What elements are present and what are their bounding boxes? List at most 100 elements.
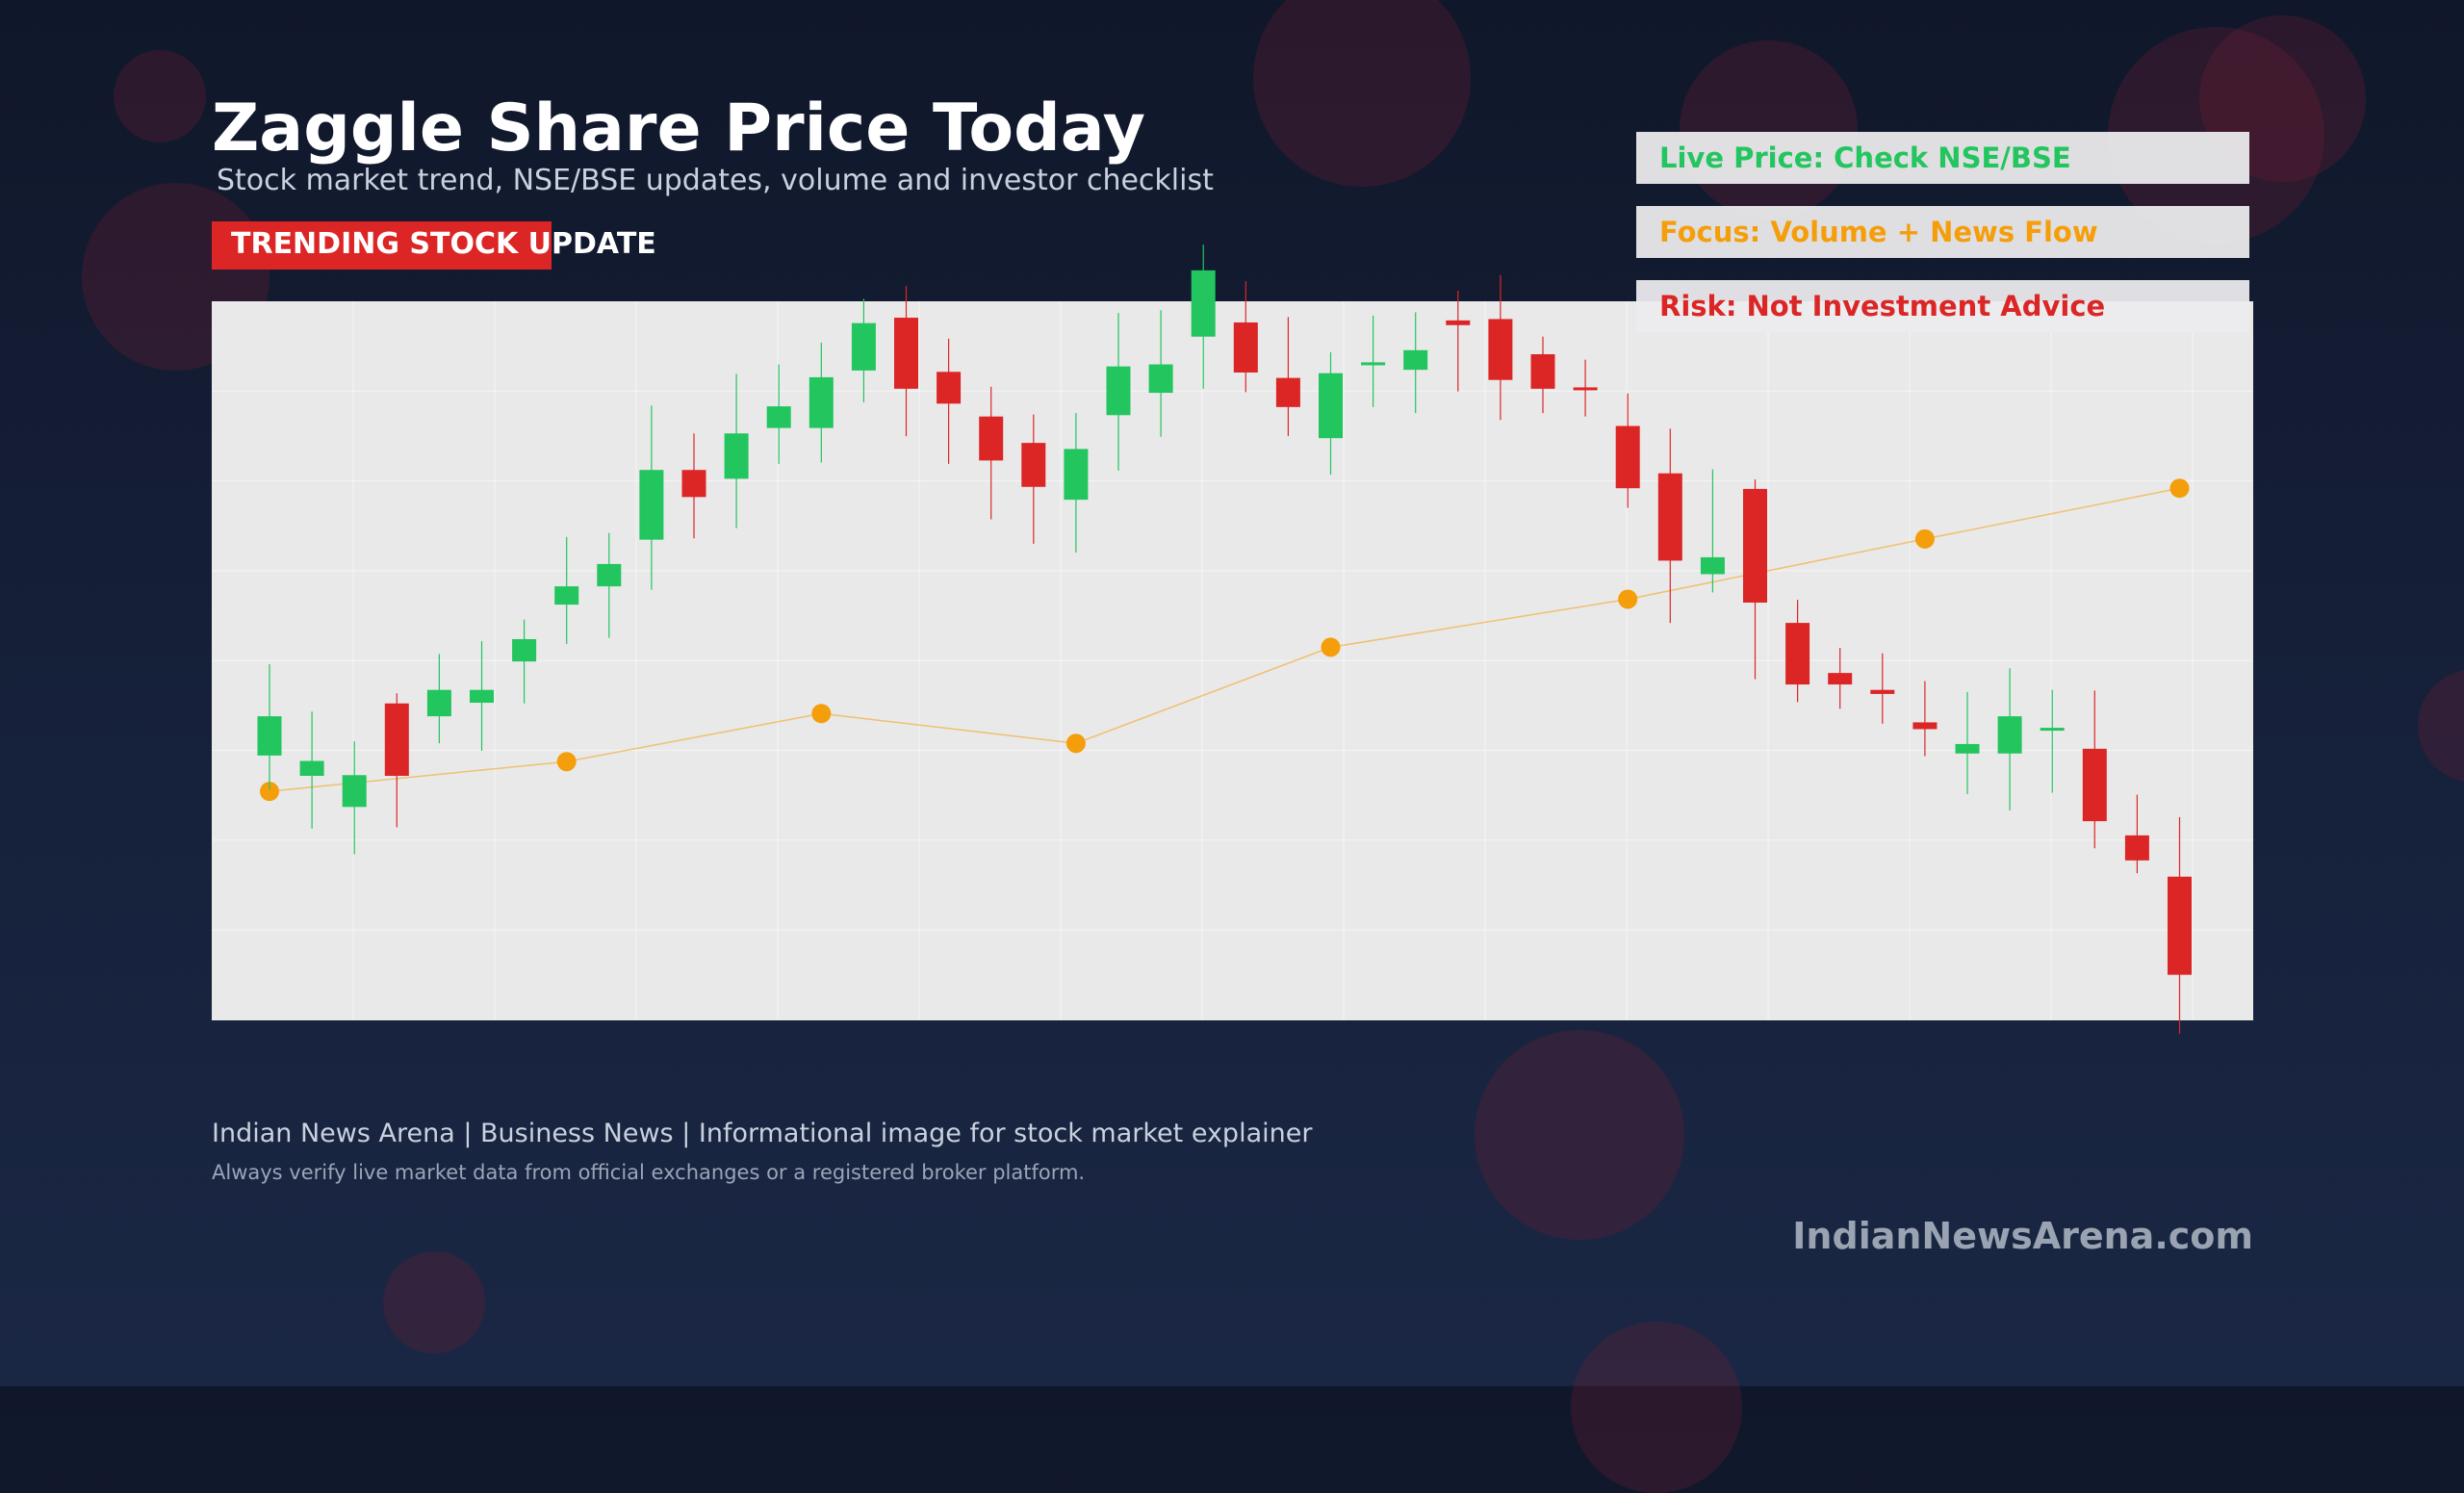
candle-body <box>2040 728 2065 732</box>
candle-body <box>1191 270 1216 337</box>
candle <box>2082 690 2107 849</box>
candle-body <box>1275 377 1300 407</box>
candles-layer <box>257 245 2192 1034</box>
candle <box>1997 668 2022 811</box>
candle-body <box>937 372 962 404</box>
candle-body <box>1233 322 1258 373</box>
trend-line-layer <box>260 478 2190 802</box>
candle-body <box>1615 425 1640 489</box>
candle <box>1573 359 1598 417</box>
candle-body <box>1403 349 1428 371</box>
candle <box>1530 336 1555 414</box>
page-title: Zaggle Share Price Today <box>212 90 1145 167</box>
candle <box>512 619 537 704</box>
candle-body <box>1785 623 1810 685</box>
candle <box>2124 794 2149 874</box>
decorative-bubble <box>1475 1030 1684 1240</box>
decorative-bubble <box>1680 40 1858 219</box>
candle <box>851 298 876 402</box>
candle-body <box>808 376 834 428</box>
candle <box>2168 816 2192 1034</box>
candle <box>1403 312 1428 414</box>
candle <box>724 373 749 528</box>
candle-body <box>1870 689 1895 694</box>
candle-body <box>1361 362 1386 366</box>
candle <box>470 641 494 751</box>
chart-grid <box>212 301 2253 1020</box>
candle <box>1106 313 1131 471</box>
trend-line <box>269 487 2180 792</box>
candle-body <box>2168 876 2192 975</box>
focus-box: Focus: Volume + News Flow <box>1636 206 2249 258</box>
candle <box>342 741 367 855</box>
decorative-bubble <box>114 50 206 142</box>
candle-body <box>1488 319 1513 380</box>
candle-body <box>681 470 706 498</box>
risk-box: Risk: Not Investment Advice <box>1636 280 2249 332</box>
footer-caption: Indian News Arena | Business News | Info… <box>212 1119 1313 1148</box>
candle-body <box>1997 716 2022 754</box>
candle <box>639 405 664 590</box>
candle-body <box>1064 449 1089 501</box>
trending-badge-label: TRENDING STOCK UPDATE <box>231 227 656 261</box>
candle <box>426 654 451 744</box>
decorative-bubble <box>1253 0 1471 187</box>
candle <box>1319 351 1343 476</box>
candle-body <box>2082 748 2107 822</box>
candle <box>1446 290 1471 392</box>
candle-body <box>851 322 876 371</box>
candle-body <box>512 638 537 662</box>
candle-body <box>597 563 622 587</box>
candle-body <box>894 318 918 389</box>
trend-marker <box>1618 589 1638 609</box>
trend-marker <box>1914 528 1935 549</box>
page-subtitle: Stock market trend, NSE/BSE updates, vol… <box>217 164 1214 197</box>
candle-body <box>1319 373 1343 439</box>
candle <box>1191 245 1216 389</box>
candle <box>808 343 834 463</box>
candle <box>1657 428 1682 624</box>
candle-body <box>1743 488 1767 604</box>
candle-body <box>1912 722 1938 730</box>
candle-body <box>1573 387 1598 391</box>
candle-body <box>1148 364 1173 394</box>
candle-body <box>1446 320 1471 325</box>
candle <box>1021 414 1046 544</box>
candle <box>1064 413 1089 553</box>
candle <box>937 338 962 464</box>
candle-body <box>426 689 451 717</box>
candle <box>1955 691 1980 794</box>
candle-body <box>257 716 282 756</box>
candlestick-chart <box>212 245 2253 1034</box>
candle <box>1488 274 1513 421</box>
trend-marker <box>1321 637 1341 657</box>
candle <box>1912 681 1938 757</box>
candle <box>299 711 324 829</box>
candle-body <box>2124 835 2149 861</box>
candle-body <box>299 760 324 776</box>
candle-body <box>342 775 367 808</box>
candle-body <box>1828 673 1853 685</box>
candle-body <box>1106 366 1131 416</box>
candle-body <box>979 416 1004 461</box>
trend-marker <box>811 704 832 724</box>
candle <box>384 693 409 828</box>
footer-disclaimer: Always verify live market data from offi… <box>212 1161 1086 1184</box>
candle-body <box>1530 354 1555 389</box>
candle <box>1615 393 1640 508</box>
candle <box>1275 317 1300 437</box>
candle <box>1743 479 1767 680</box>
candle <box>979 386 1004 520</box>
candle-body <box>1700 556 1725 575</box>
trend-marker <box>556 752 577 772</box>
candle <box>1828 648 1853 709</box>
candle <box>1785 600 1810 703</box>
candle <box>1233 281 1258 393</box>
candle-body <box>470 689 494 704</box>
candle-body <box>384 703 409 776</box>
live-price-box: Live Price: Check NSE/BSE <box>1636 132 2249 184</box>
candle-body <box>766 406 791 428</box>
trending-badge <box>212 221 552 270</box>
candle <box>894 286 918 437</box>
candle <box>1870 653 1895 724</box>
